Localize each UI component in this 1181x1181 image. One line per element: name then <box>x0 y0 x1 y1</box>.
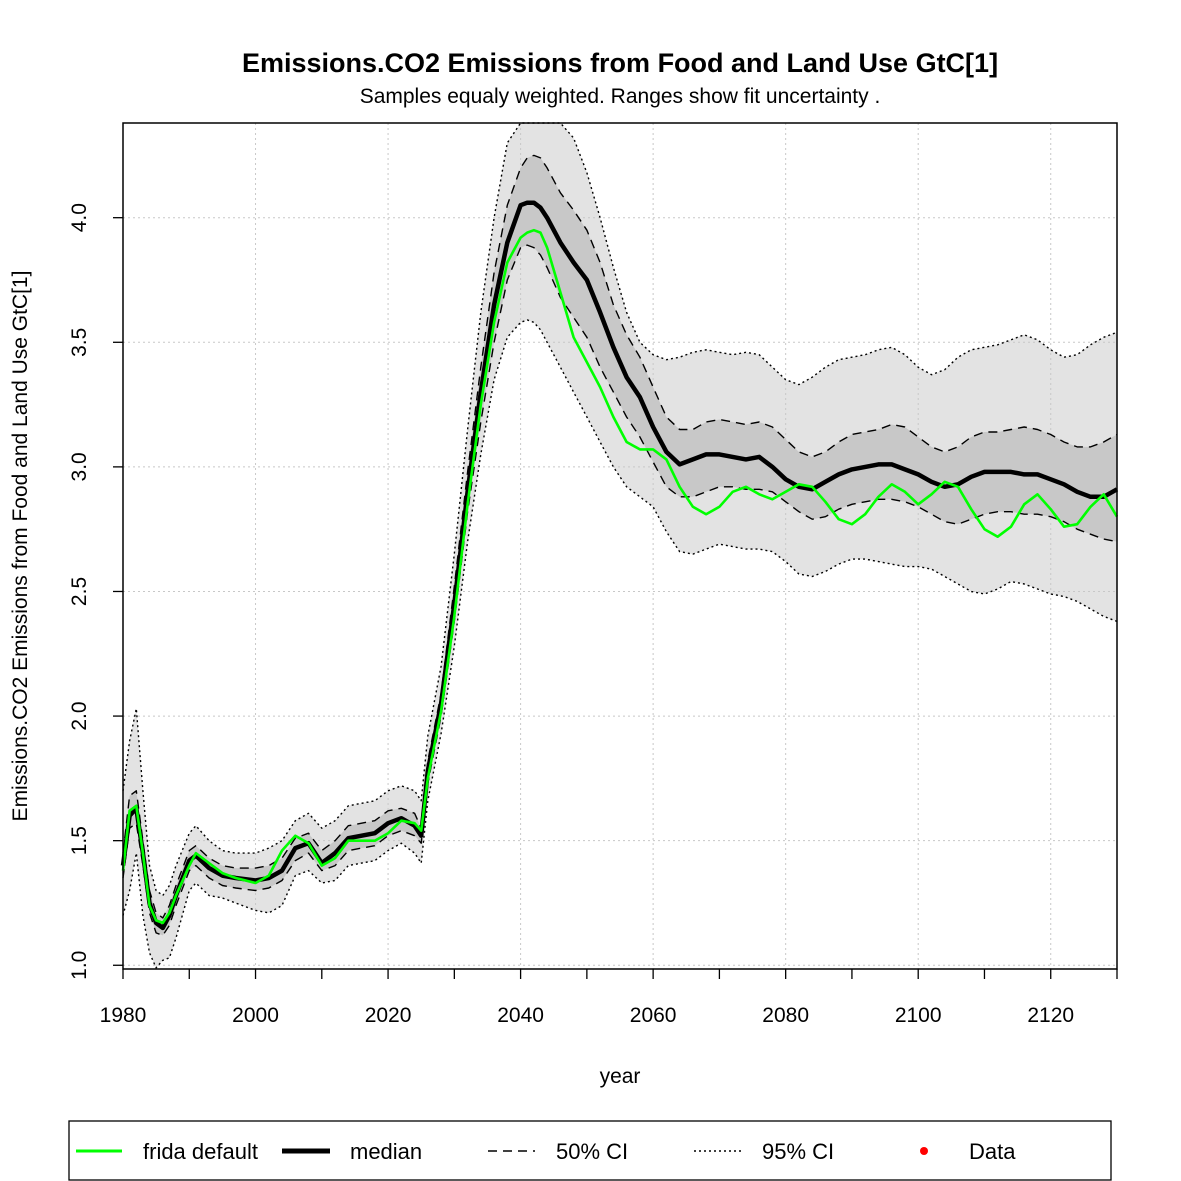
plot-frame <box>122 122 1118 970</box>
y-tick-label: 3.5 <box>68 328 91 357</box>
chart-subtitle: Samples equaly weighted. Ranges show fit… <box>360 85 881 108</box>
y-tick-label: 4.0 <box>68 203 91 232</box>
x-tick-label: 2000 <box>232 1004 279 1027</box>
legend-median-label: median <box>350 1139 422 1164</box>
frida-default-line <box>121 228 1119 925</box>
axis-ticks: 1980 2000 2020 2040 2060 2080 2100 2120 1.0 1.5 2.… <box>68 203 1118 1027</box>
y-tick-label: 1.5 <box>68 826 91 855</box>
legend-95ci-label: 95% CI <box>762 1139 834 1164</box>
y-tick-label: 2.5 <box>68 577 91 606</box>
y-tick-label: 3.0 <box>68 452 91 481</box>
ci-bands <box>123 123 1117 968</box>
y-axis-label: Emissions.CO2 Emissions from Food and La… <box>9 271 32 822</box>
x-tick-label: 2060 <box>630 1004 677 1027</box>
y-tick-label: 1.0 <box>68 951 91 980</box>
ci50-upper-line <box>122 154 1118 919</box>
legend-frida-label: frida default <box>143 1139 258 1164</box>
x-tick-label: 2040 <box>497 1004 544 1027</box>
x-axis-label: year <box>600 1065 641 1088</box>
y-tick-label: 2.0 <box>68 701 91 730</box>
x-tick-label: 2120 <box>1027 1004 1074 1027</box>
x-tick-label: 1980 <box>100 1004 147 1027</box>
legend: frida default median 50% CI 95% CI Data <box>68 1120 1112 1181</box>
legend-data-swatch <box>920 1147 928 1155</box>
ci95-upper-line <box>122 122 1118 897</box>
chart-title: Emissions.CO2 Emissions from Food and La… <box>242 48 998 78</box>
median-line <box>120 200 1119 931</box>
ci50-lower-line <box>122 244 1118 937</box>
legend-data-label: Data <box>969 1139 1016 1164</box>
series-lines <box>120 122 1119 969</box>
x-tick-label: 2100 <box>895 1004 942 1027</box>
legend-50ci-label: 50% CI <box>556 1139 628 1164</box>
legend-box <box>68 1120 1112 1181</box>
x-tick-label: 2080 <box>762 1004 809 1027</box>
x-tick-label: 2020 <box>365 1004 412 1027</box>
